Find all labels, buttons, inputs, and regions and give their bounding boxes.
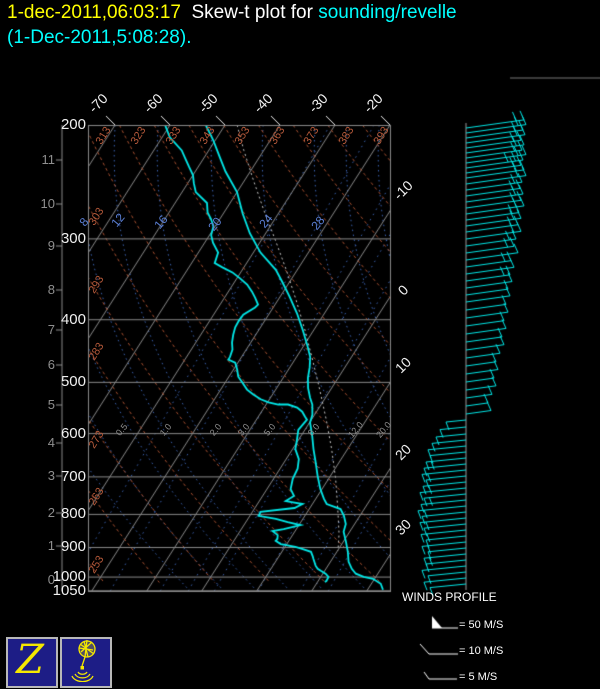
plot-subtitle: (1-Dec-2011,5:08:28). <box>7 27 192 48</box>
pressure-label: 500 <box>60 373 86 391</box>
height-km-label: 2 <box>47 505 55 520</box>
sounding-balloon-icon <box>71 639 96 683</box>
winds-legend-label: = 10 M/S <box>459 645 504 657</box>
pressure-label: 700 <box>60 467 86 485</box>
pressure-label: 400 <box>60 310 86 328</box>
height-km-label: 11 <box>41 152 56 167</box>
pressure-label: 1000 <box>52 568 86 586</box>
height-km-label: 7 <box>47 322 55 337</box>
height-km-label: 10 <box>40 196 55 211</box>
pressure-label: 1050 <box>52 581 86 599</box>
height-km-label: 0 <box>47 572 55 587</box>
height-km-label: 9 <box>47 238 55 253</box>
zebra-logo-button[interactable]: Z <box>6 637 58 688</box>
height-km-label: 6 <box>47 357 55 372</box>
plot-title: 1-dec-2011,06:03:17 Skew-t plot for soun… <box>7 2 457 24</box>
sounding-tool-button[interactable] <box>60 637 112 688</box>
title-label: Skew-t plot for <box>180 2 319 23</box>
title-station: sounding/revelle <box>318 2 457 23</box>
pressure-label: 900 <box>60 538 86 556</box>
winds-legend-label: = 5 M/S <box>459 671 498 683</box>
pressure-label: 600 <box>60 424 86 442</box>
height-km-label: 8 <box>47 282 55 297</box>
height-km-label: 4 <box>47 435 55 450</box>
svg-text:Z: Z <box>14 639 45 682</box>
winds-profile-title: WINDS PROFILE <box>402 590 497 604</box>
height-km-label: 1 <box>47 538 55 553</box>
pressure-label: 300 <box>60 229 86 247</box>
winds-legend-label: = 50 M/S <box>459 619 504 631</box>
title-timestamp: 1-dec-2011,06:03:17 <box>7 2 181 23</box>
pressure-label: 200 <box>60 116 86 133</box>
zebra-z-icon: Z <box>14 637 45 683</box>
height-km-label: 3 <box>47 468 55 483</box>
pressure-label: 800 <box>60 505 86 523</box>
height-km-label: 5 <box>47 397 55 412</box>
